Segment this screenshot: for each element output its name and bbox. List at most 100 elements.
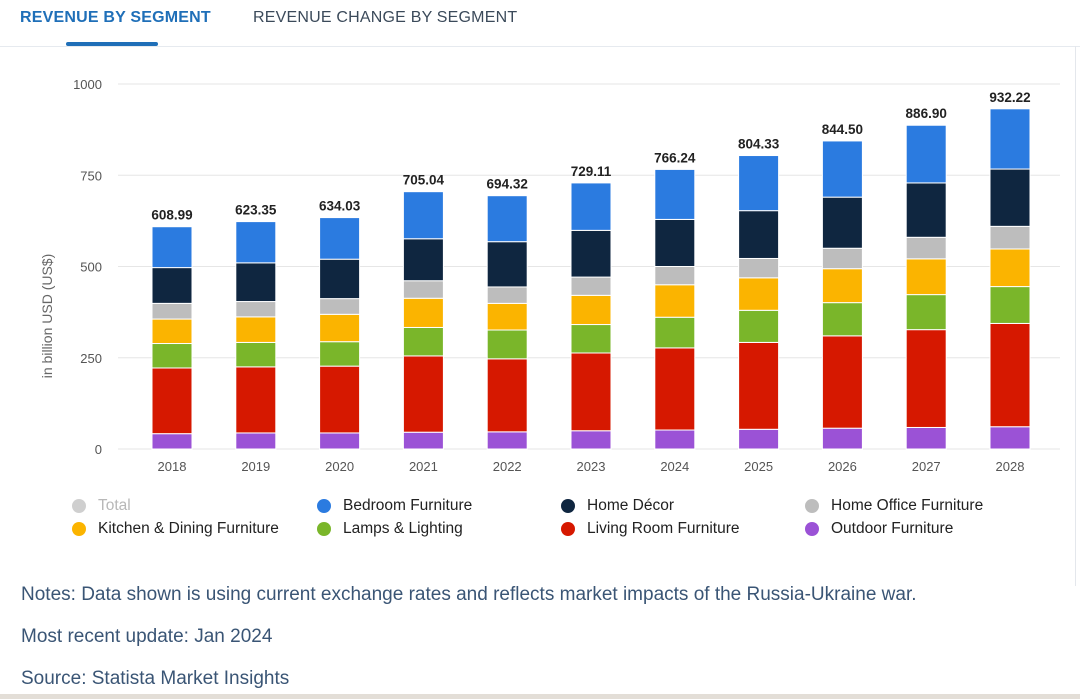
bar-segment[interactable] [319,313,361,343]
legend-item-home-office-furniture[interactable]: Home Office Furniture [805,497,983,515]
bar-segment[interactable] [905,258,947,296]
active-tab-indicator [66,42,158,46]
bar-segment[interactable] [151,318,193,345]
bar-segment[interactable] [821,335,863,429]
bar-segment[interactable] [738,277,780,311]
bar-segment[interactable] [654,266,696,286]
bar-segment[interactable] [989,426,1031,450]
bar-segment[interactable] [402,297,444,328]
legend-swatch [561,522,575,536]
bar-segment[interactable] [989,225,1031,250]
bar-segment[interactable] [570,182,612,231]
bar-segment[interactable] [821,196,863,249]
bar-segment[interactable] [821,302,863,337]
bar-segment[interactable] [402,326,444,357]
bar-segment[interactable] [319,258,361,300]
bar-segment[interactable] [402,191,444,240]
bar-segment[interactable] [235,366,277,434]
bar-segment[interactable] [821,247,863,270]
bar-segment[interactable] [738,257,780,279]
bar-segment[interactable] [151,226,193,269]
bar-segment[interactable] [905,124,947,184]
bar-segment[interactable] [570,430,612,450]
bar-segment[interactable] [654,168,696,220]
bar-segment[interactable] [570,352,612,432]
bar-segment[interactable] [402,280,444,299]
bar-segment[interactable] [486,195,528,243]
bar-segment[interactable] [151,343,193,369]
legend-swatch [317,522,331,536]
x-tick-label: 2023 [577,459,606,474]
legend-item-bedroom-furniture[interactable]: Bedroom Furniture [317,497,472,515]
legend-swatch [72,522,86,536]
bar-segment[interactable] [151,302,193,320]
legend-swatch [805,499,819,513]
bar-segment[interactable] [905,294,947,331]
bar-segment[interactable] [905,236,947,260]
bar-segment[interactable] [486,286,528,304]
legend-item-living-room-furniture[interactable]: Living Room Furniture [561,520,739,538]
bar-segment[interactable] [738,341,780,430]
bar-segment[interactable] [821,268,863,304]
y-tick-label: 1000 [73,77,102,92]
bar-segment[interactable] [235,316,277,343]
bar-segment[interactable] [486,241,528,288]
legend-item-lamps-lighting[interactable]: Lamps & Lighting [317,520,463,538]
tab-revenue-change-by-segment[interactable]: REVENUE CHANGE BY SEGMENT [253,9,518,26]
bar-segment[interactable] [151,267,193,304]
legend-item-outdoor-furniture[interactable]: Outdoor Furniture [805,520,953,538]
bar-segment[interactable] [989,322,1031,428]
bar-segment[interactable] [235,341,277,368]
bar-segment[interactable] [570,324,612,354]
legend-item-total[interactable]: Total [72,497,131,515]
x-tick-label: 2026 [828,459,857,474]
bar-segment[interactable] [235,221,277,264]
bar-segment[interactable] [486,358,528,433]
bar-segment[interactable] [738,428,780,450]
bar-segment[interactable] [905,426,947,450]
bar-segment[interactable] [738,210,780,259]
bar-segment[interactable] [654,347,696,431]
bar-segment[interactable] [151,433,193,450]
bar-segment[interactable] [905,182,947,238]
bar-segment[interactable] [402,238,444,282]
bar-segment[interactable] [821,427,863,450]
bar-segment[interactable] [319,341,361,367]
bar-segment[interactable] [989,108,1031,170]
legend-item-home-decor[interactable]: Home Décor [561,497,674,515]
legend-item-kitchen-dining-furniture[interactable]: Kitchen & Dining Furniture [72,520,279,538]
bar-segment[interactable] [319,432,361,450]
bar-segment[interactable] [486,329,528,360]
bar-segment[interactable] [319,298,361,315]
bar-segment[interactable] [654,316,696,349]
bar-segment[interactable] [989,168,1031,227]
total-label: 804.33 [738,137,780,152]
bar-segment[interactable] [235,262,277,303]
revenue-stacked-bar-chart: 0 250 500 750 1000 in billion USD (US$) 608.… [39,77,1060,474]
bar-segment[interactable] [235,432,277,450]
bar-segment[interactable] [821,140,863,198]
bar-segment[interactable] [319,365,361,434]
bar-segment[interactable] [486,431,528,450]
bar-segment[interactable] [989,286,1031,324]
bar-segment[interactable] [738,155,780,212]
bar-segment[interactable] [989,248,1031,288]
bar-segment[interactable] [570,294,612,326]
bar-segment[interactable] [654,284,696,318]
legend-label: Kitchen & Dining Furniture [98,520,279,537]
bar-segment[interactable] [402,355,444,433]
bar-segment[interactable] [905,329,947,428]
bar-segment[interactable] [738,309,780,343]
bar-segment[interactable] [654,218,696,267]
bar-segment[interactable] [654,429,696,450]
bar-segment[interactable] [151,367,193,435]
tab-revenue-by-segment[interactable]: REVENUE BY SEGMENT [20,9,211,26]
bar-segment[interactable] [319,217,361,260]
bar-segment[interactable] [486,302,528,331]
bar-segment[interactable] [235,301,277,318]
bar-segment[interactable] [402,431,444,450]
y-axis-ticks: 0 250 500 750 1000 [73,77,102,457]
bar-segment[interactable] [570,229,612,278]
y-tick-label: 0 [95,442,102,457]
bar-segment[interactable] [570,276,612,296]
